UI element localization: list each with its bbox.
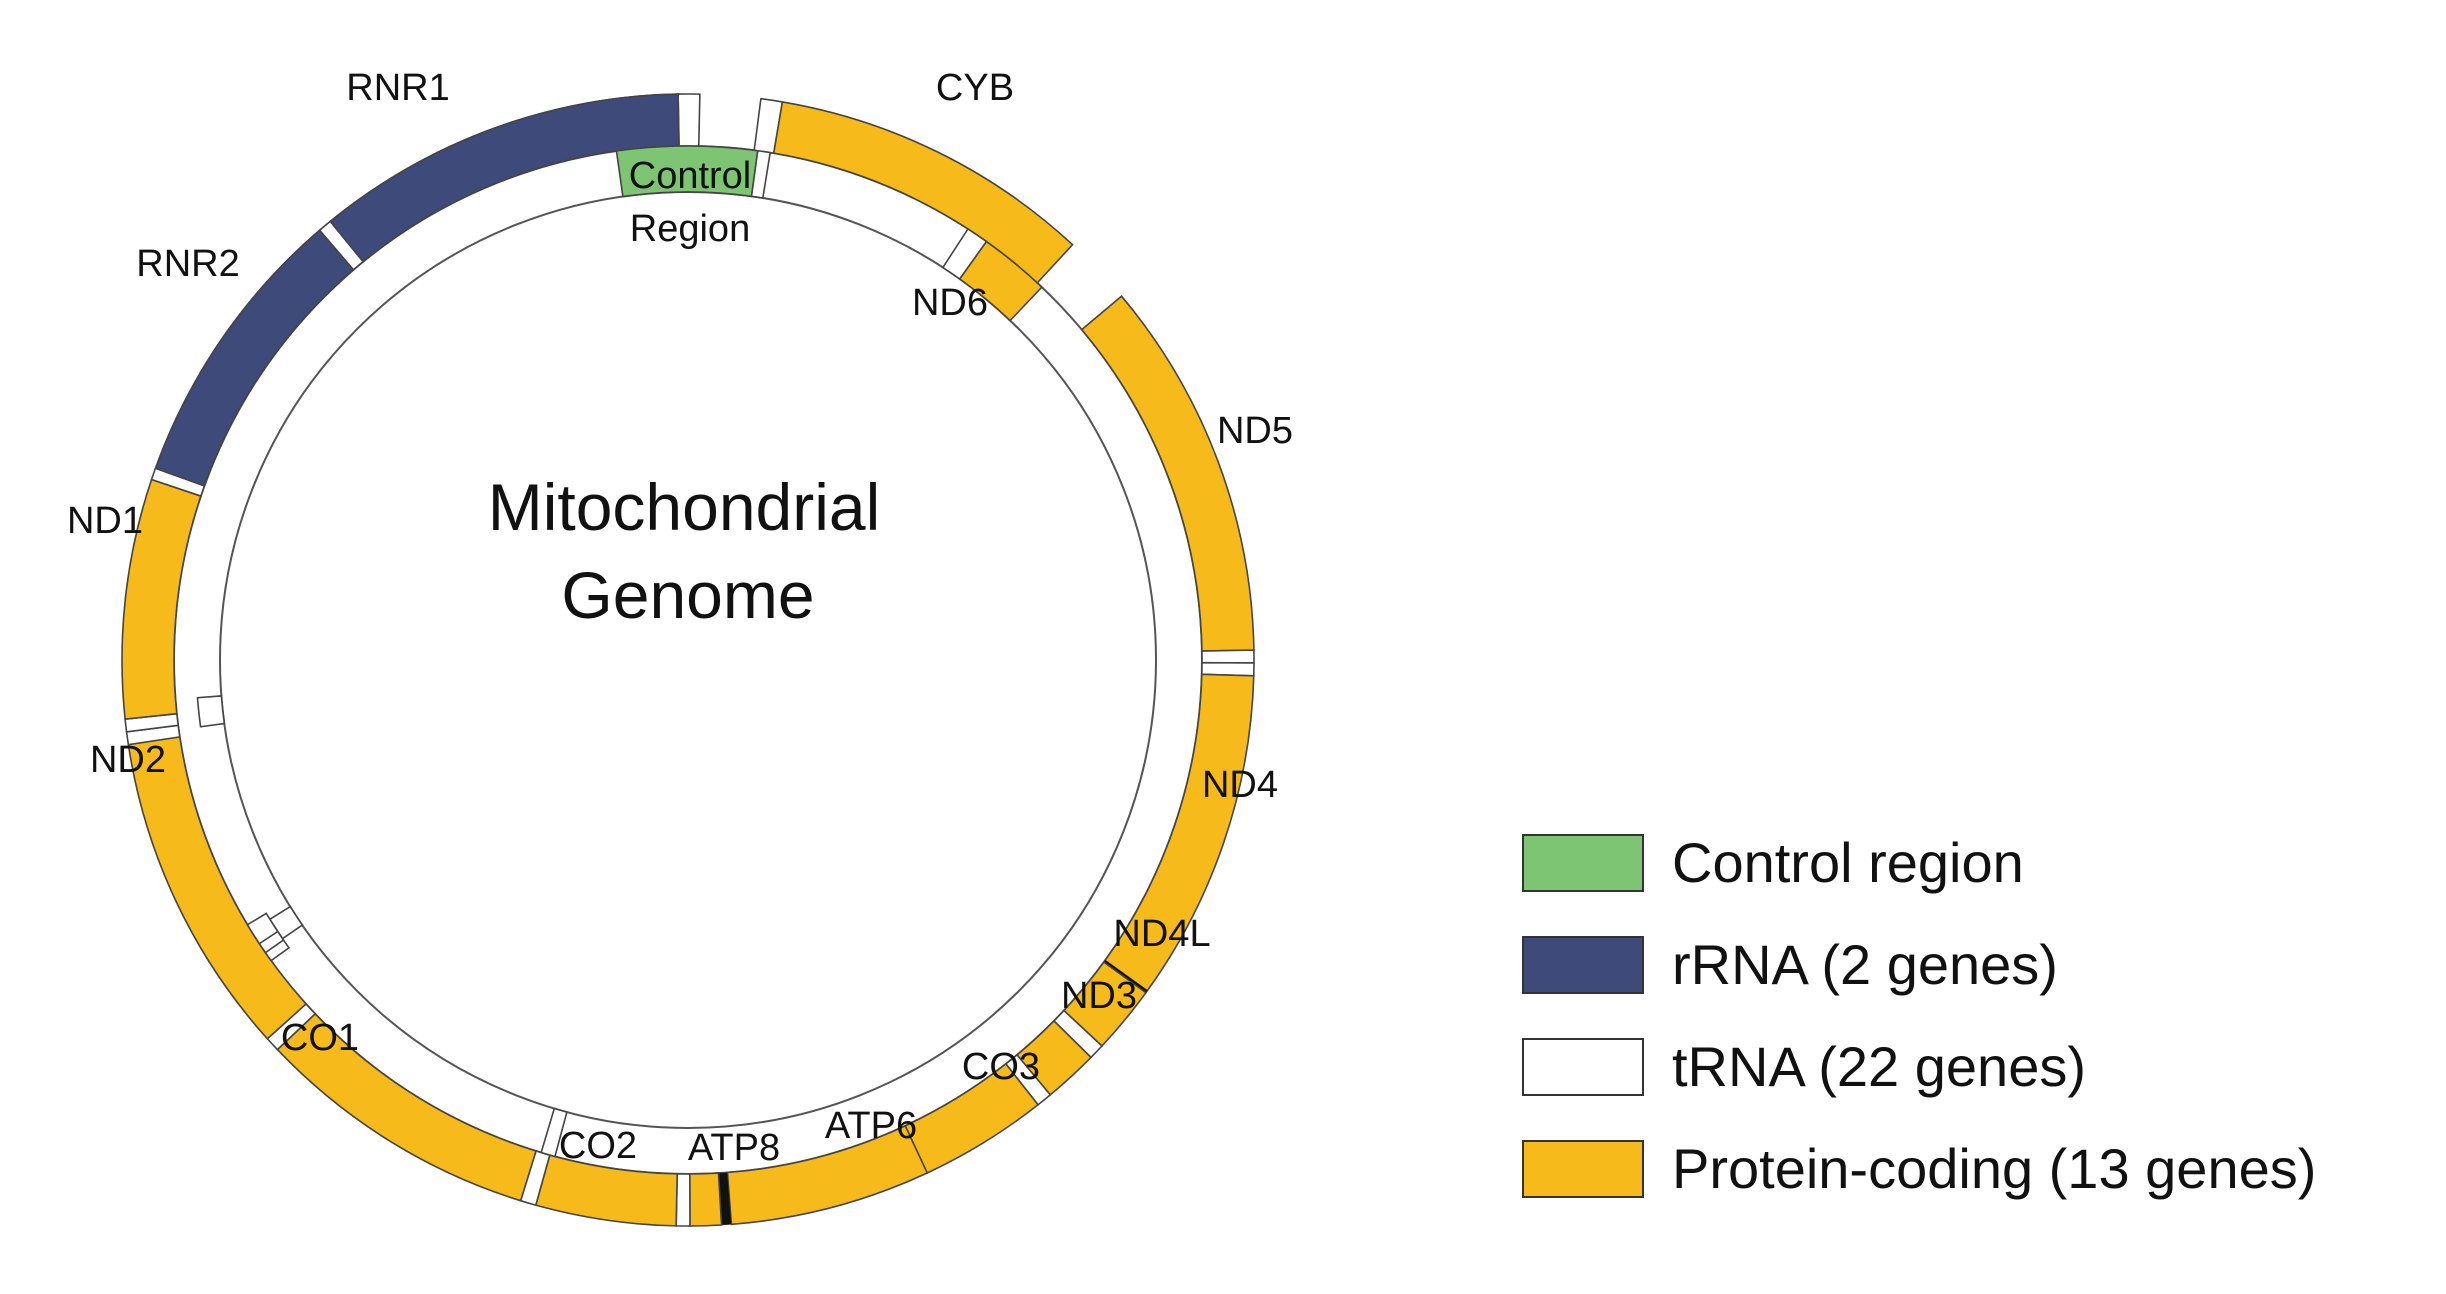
legend-item-protein: Protein-coding (13 genes) bbox=[1522, 1140, 2422, 1202]
segment-nd5 bbox=[1080, 295, 1255, 652]
segment-trna-20 bbox=[246, 912, 279, 945]
legend-label-control: Control region bbox=[1672, 831, 2024, 894]
segment-trna-7 bbox=[675, 1173, 691, 1227]
segment-atp8 bbox=[688, 1172, 723, 1227]
gene-label-atp8: ATP8 bbox=[688, 1127, 780, 1169]
legend-item-trna: tRNA (22 genes) bbox=[1522, 1038, 2422, 1100]
gene-label-rnr2: RNR2 bbox=[136, 243, 239, 285]
segment-trna-3 bbox=[1201, 649, 1255, 664]
legend-swatch-protein bbox=[1522, 1140, 1644, 1198]
gene-label-control-line1: Control bbox=[629, 155, 752, 197]
gene-label-cyb: CYB bbox=[936, 67, 1014, 109]
legend-swatch-control bbox=[1522, 834, 1644, 892]
segment-nd6 bbox=[958, 240, 1043, 322]
legend-label-trna: tRNA (22 genes) bbox=[1672, 1035, 2086, 1098]
gene-label-control-line2: Region bbox=[630, 208, 750, 250]
segment-rnr1-main bbox=[329, 93, 680, 263]
gene-label-nd6: ND6 bbox=[912, 282, 988, 324]
segment-trna-21 bbox=[196, 695, 226, 728]
inner-ring-line bbox=[219, 191, 1157, 1129]
segment-cyb bbox=[772, 101, 1074, 284]
legend-swatch-rrna bbox=[1522, 936, 1644, 994]
gene-label-nd3: ND3 bbox=[1061, 975, 1137, 1017]
legend-item-control: Control region bbox=[1522, 834, 2422, 896]
gene-label-nd2: ND2 bbox=[90, 739, 166, 781]
diagram-title-line1: Mitochondrial bbox=[488, 470, 881, 544]
segment-trna-16 bbox=[540, 1107, 568, 1158]
segment-trna-14 bbox=[750, 149, 772, 199]
legend-label-protein: Protein-coding (13 genes) bbox=[1672, 1137, 2317, 1200]
gene-label-co1: CO1 bbox=[281, 1017, 359, 1059]
gene-label-nd4l: ND4L bbox=[1113, 913, 1210, 955]
legend-label-rrna: rRNA (2 genes) bbox=[1672, 933, 2058, 996]
legend-swatch-trna bbox=[1522, 1038, 1644, 1096]
gene-label-nd1: ND1 bbox=[67, 500, 143, 542]
gene-label-atp6: ATP6 bbox=[825, 1105, 917, 1147]
genome-segments bbox=[121, 93, 1255, 1227]
segment-trna-1 bbox=[677, 93, 701, 147]
gene-label-nd5: ND5 bbox=[1217, 410, 1293, 452]
legend-item-rrna: rRNA (2 genes) bbox=[1522, 936, 2422, 998]
gene-label-co2: CO2 bbox=[559, 1125, 637, 1167]
gene-label-co3: CO3 bbox=[962, 1046, 1040, 1088]
gene-label-nd4: ND4 bbox=[1202, 764, 1278, 806]
gene-label-rnr1: RNR1 bbox=[346, 67, 449, 109]
diagram-title-line2: Genome bbox=[561, 558, 814, 632]
